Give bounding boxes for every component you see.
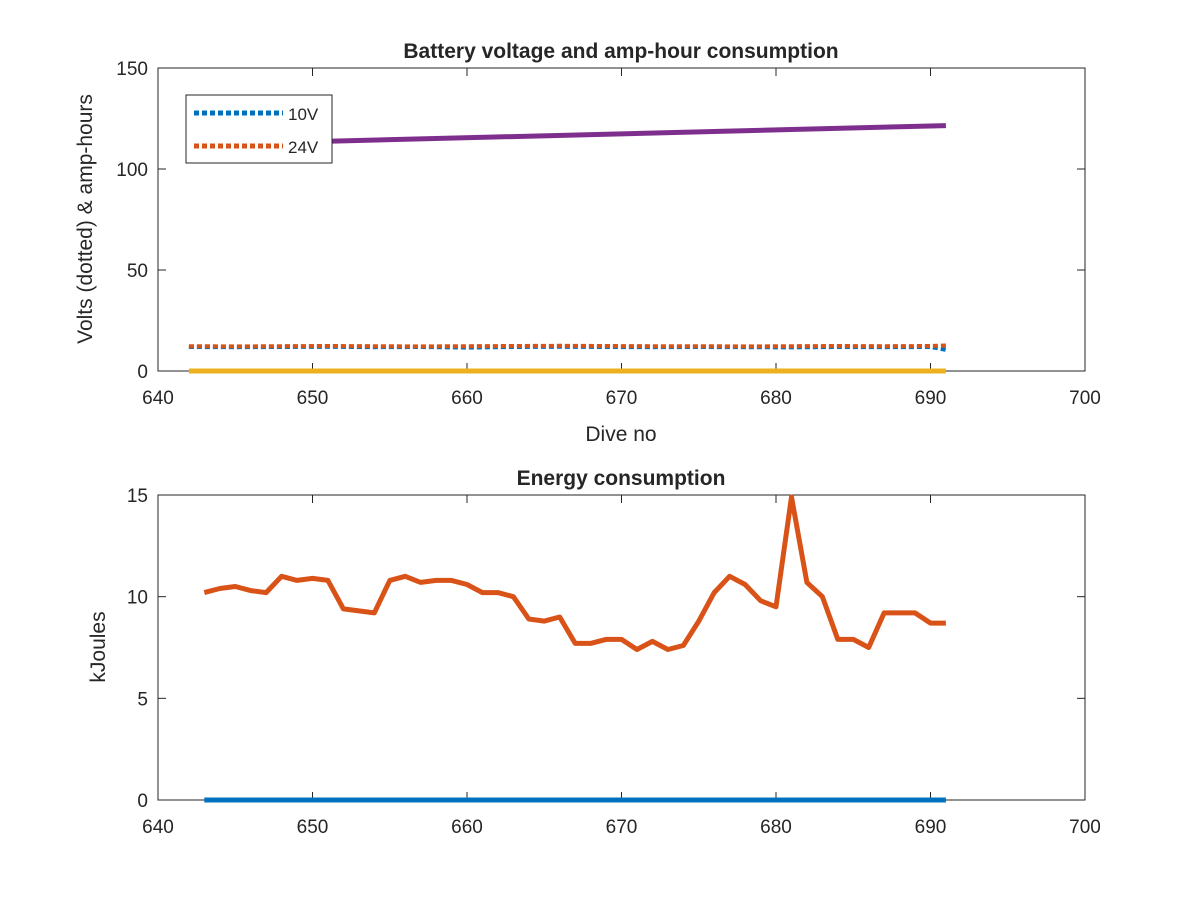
top-chart-y-tick-label: 100 xyxy=(116,160,148,181)
bottom-chart-y-tick-label: 0 xyxy=(137,791,148,812)
bottom-chart-x-tick-label: 660 xyxy=(451,817,483,838)
bottom-chart-y-tick-label: 10 xyxy=(127,588,148,609)
top-chart-legend: 10V 24V xyxy=(185,94,333,164)
bottom-chart-x-tick-label: 690 xyxy=(915,817,947,838)
bottom-chart-x-tick-label: 700 xyxy=(1069,817,1101,838)
top-chart-x-axis-label: Dive no xyxy=(585,423,656,446)
top-chart-y-tick-label: 50 xyxy=(127,261,148,282)
top-chart-x-tick-label: 650 xyxy=(297,388,329,409)
top-chart-x-tick-label: 680 xyxy=(760,388,792,409)
bottom-chart-x-tick-label: 670 xyxy=(606,817,638,838)
top-chart-y-tick-label: 0 xyxy=(137,362,148,383)
top-chart: Battery voltage and amp-hour consumption… xyxy=(74,40,1101,446)
bottom-chart-y-tick-label: 5 xyxy=(137,689,148,710)
top-chart-x-tick-label: 690 xyxy=(915,388,947,409)
legend-label-10v: 10V xyxy=(288,105,319,124)
top-chart-y-tick-label: 150 xyxy=(116,59,148,80)
bottom-chart-x-tick-label: 680 xyxy=(760,817,792,838)
top-chart-x-tick-label: 700 xyxy=(1069,388,1101,409)
top-chart-x-tick-label: 670 xyxy=(606,388,638,409)
bottom-chart-x-tick-label: 640 xyxy=(142,817,174,838)
legend-box xyxy=(185,94,333,164)
bottom-chart-x-tick-label: 650 xyxy=(297,817,329,838)
bottom-chart-title: Energy consumption xyxy=(517,467,726,490)
top-chart-x-tick-label: 660 xyxy=(451,388,483,409)
top-chart-series-1-line xyxy=(188,343,946,349)
top-chart-x-tick-label: 640 xyxy=(142,388,174,409)
bottom-chart-axes-box xyxy=(157,494,1086,801)
top-chart-title: Battery voltage and amp-hour consumption xyxy=(403,40,838,63)
top-chart-y-axis-label: Volts (dotted) & amp-hours xyxy=(74,94,97,344)
bottom-chart-plot-area: 640 650 660 670 680 690 700 0 5 10 15 xyxy=(127,486,1101,838)
legend-label-24v: 24V xyxy=(288,138,319,157)
bottom-chart-y-tick-label: 15 xyxy=(127,486,148,507)
bottom-chart-y-axis-label: kJoules xyxy=(87,611,110,682)
bottom-chart: Energy consumption 640 650 660 670 680 690 700… xyxy=(87,467,1101,838)
bottom-chart-series-1-line xyxy=(203,494,946,652)
